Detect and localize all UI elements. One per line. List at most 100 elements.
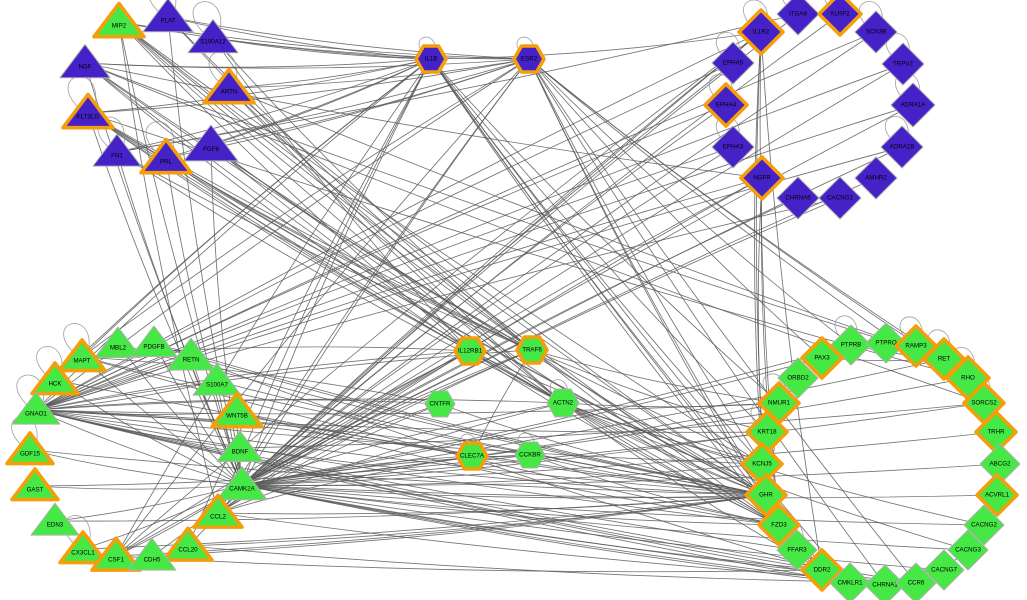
node-diamond-shape[interactable]	[703, 82, 749, 128]
node-diamond-shape[interactable]	[817, 0, 863, 37]
graph-node[interactable]: PTPRO	[865, 322, 907, 364]
graph-node[interactable]: CACNG3	[947, 529, 989, 571]
graph-node[interactable]: RETN	[166, 337, 216, 371]
graph-node[interactable]: PRL	[139, 137, 193, 175]
graph-node[interactable]: CLEC7A	[455, 441, 489, 471]
graph-node[interactable]: CMKLR1	[829, 562, 871, 600]
graph-node[interactable]: ADRA1A	[890, 82, 936, 128]
node-triangle-shape[interactable]	[130, 325, 178, 358]
graph-node[interactable]: FFAR3	[776, 529, 818, 571]
node-triangle-shape[interactable]	[59, 43, 111, 79]
node-diamond-shape[interactable]	[711, 41, 755, 85]
graph-node[interactable]: HCK	[30, 361, 80, 396]
node-diamond-shape[interactable]	[777, 357, 819, 399]
node-triangle-shape[interactable]	[58, 530, 108, 565]
node-triangle-shape[interactable]	[61, 92, 115, 130]
graph-node[interactable]: CX3CL1	[58, 530, 108, 565]
graph-node[interactable]: TRPV2	[881, 42, 925, 86]
graph-node[interactable]: CCR6	[895, 562, 937, 600]
node-triangle-shape[interactable]	[57, 338, 107, 373]
graph-node[interactable]: KLRF2	[817, 0, 863, 37]
graph-node[interactable]: ITGA8	[776, 0, 820, 36]
node-triangle-shape[interactable]	[11, 391, 61, 425]
node-diamond-shape[interactable]	[923, 549, 965, 591]
graph-node[interactable]: GAST	[10, 467, 60, 502]
node-triangle-shape[interactable]	[142, 0, 194, 33]
graph-node[interactable]: AMHR2	[854, 156, 898, 200]
node-diamond-shape[interactable]	[864, 564, 906, 600]
node-triangle-shape[interactable]	[92, 1, 146, 39]
graph-node[interactable]: IL1R2	[737, 8, 785, 56]
node-triangle-shape[interactable]	[192, 362, 242, 396]
node-diamond-shape[interactable]	[737, 8, 785, 56]
node-diamond-shape[interactable]	[865, 322, 907, 364]
node-diamond-shape[interactable]	[818, 176, 862, 220]
node-diamond-shape[interactable]	[757, 503, 801, 547]
node-triangle-shape[interactable]	[30, 361, 80, 396]
node-hexagon-shape[interactable]	[414, 44, 448, 74]
graph-node[interactable]: MIP2	[92, 1, 146, 39]
graph-node[interactable]: CSF1	[90, 536, 142, 572]
graph-node[interactable]: IL1B	[414, 44, 448, 74]
graph-node[interactable]: ESR2	[512, 44, 546, 74]
node-triangle-shape[interactable]	[139, 137, 193, 175]
node-triangle-shape[interactable]	[162, 526, 214, 562]
node-triangle-shape[interactable]	[127, 537, 177, 571]
node-diamond-shape[interactable]	[776, 176, 820, 220]
graph-node[interactable]: SCN3B	[854, 10, 898, 54]
node-layer[interactable]: MIP2 PLAT S100A12 NGF ARTN FLT3LG FGF6 FN1 PRL IL…	[5, 0, 1021, 600]
graph-node[interactable]: EPHA5	[711, 41, 755, 85]
graph-node[interactable]: WNT5B	[210, 391, 264, 429]
graph-node[interactable]: EDN3	[30, 502, 80, 536]
graph-node[interactable]: PAX3	[800, 336, 844, 380]
node-triangle-shape[interactable]	[216, 430, 264, 463]
node-triangle-shape[interactable]	[166, 337, 216, 371]
graph-node[interactable]: MAPT	[57, 338, 107, 373]
node-triangle-shape[interactable]	[5, 431, 55, 466]
graph-node[interactable]: CHRNA1	[864, 564, 906, 600]
graph-node[interactable]: S100A12	[187, 18, 239, 54]
graph-node[interactable]: CNTFR	[424, 390, 456, 418]
node-hexagon-shape[interactable]	[546, 388, 580, 418]
node-diamond-shape[interactable]	[881, 42, 925, 86]
node-diamond-shape[interactable]	[739, 155, 785, 201]
node-diamond-shape[interactable]	[800, 336, 844, 380]
graph-node[interactable]: TRAF6	[515, 335, 549, 365]
node-diamond-shape[interactable]	[800, 548, 844, 592]
node-hexagon-shape[interactable]	[455, 441, 489, 471]
node-hexagon-shape[interactable]	[512, 44, 546, 74]
graph-node[interactable]: S100A7	[192, 362, 242, 396]
graph-node[interactable]: MBL2	[94, 326, 142, 359]
node-diamond-shape[interactable]	[854, 156, 898, 200]
graph-node[interactable]: GHR	[744, 473, 788, 517]
graph-node[interactable]: PLAT	[142, 0, 194, 33]
graph-node[interactable]: NGFR	[739, 155, 785, 201]
node-diamond-shape[interactable]	[829, 562, 871, 600]
graph-node[interactable]: CACNG1	[818, 176, 862, 220]
node-hexagon-shape[interactable]	[514, 441, 546, 469]
graph-node[interactable]: CAMK2A	[216, 465, 268, 501]
node-hexagon-shape[interactable]	[424, 390, 456, 418]
graph-node[interactable]: FLT3LG	[61, 92, 115, 130]
node-diamond-shape[interactable]	[744, 473, 788, 517]
node-diamond-shape[interactable]	[963, 504, 1005, 546]
node-triangle-shape[interactable]	[202, 67, 256, 105]
graph-node[interactable]: EPHA4	[703, 82, 749, 128]
graph-node[interactable]: ARTN	[202, 67, 256, 105]
node-diamond-shape[interactable]	[947, 529, 989, 571]
graph-node[interactable]: IL12RB1	[453, 336, 487, 366]
graph-node[interactable]: CACNG2	[963, 504, 1005, 546]
node-diamond-shape[interactable]	[895, 562, 937, 600]
node-diamond-shape[interactable]	[776, 529, 818, 571]
graph-node[interactable]: ADRA1B	[880, 125, 924, 169]
graph-node[interactable]: GDF15	[5, 431, 55, 466]
node-diamond-shape[interactable]	[711, 125, 755, 169]
node-triangle-shape[interactable]	[216, 465, 268, 501]
node-triangle-shape[interactable]	[210, 391, 264, 429]
node-triangle-shape[interactable]	[90, 536, 142, 572]
graph-node[interactable]: NGF	[59, 43, 111, 79]
node-triangle-shape[interactable]	[187, 18, 239, 54]
node-diamond-shape[interactable]	[975, 473, 1019, 517]
node-triangle-shape[interactable]	[30, 502, 80, 536]
